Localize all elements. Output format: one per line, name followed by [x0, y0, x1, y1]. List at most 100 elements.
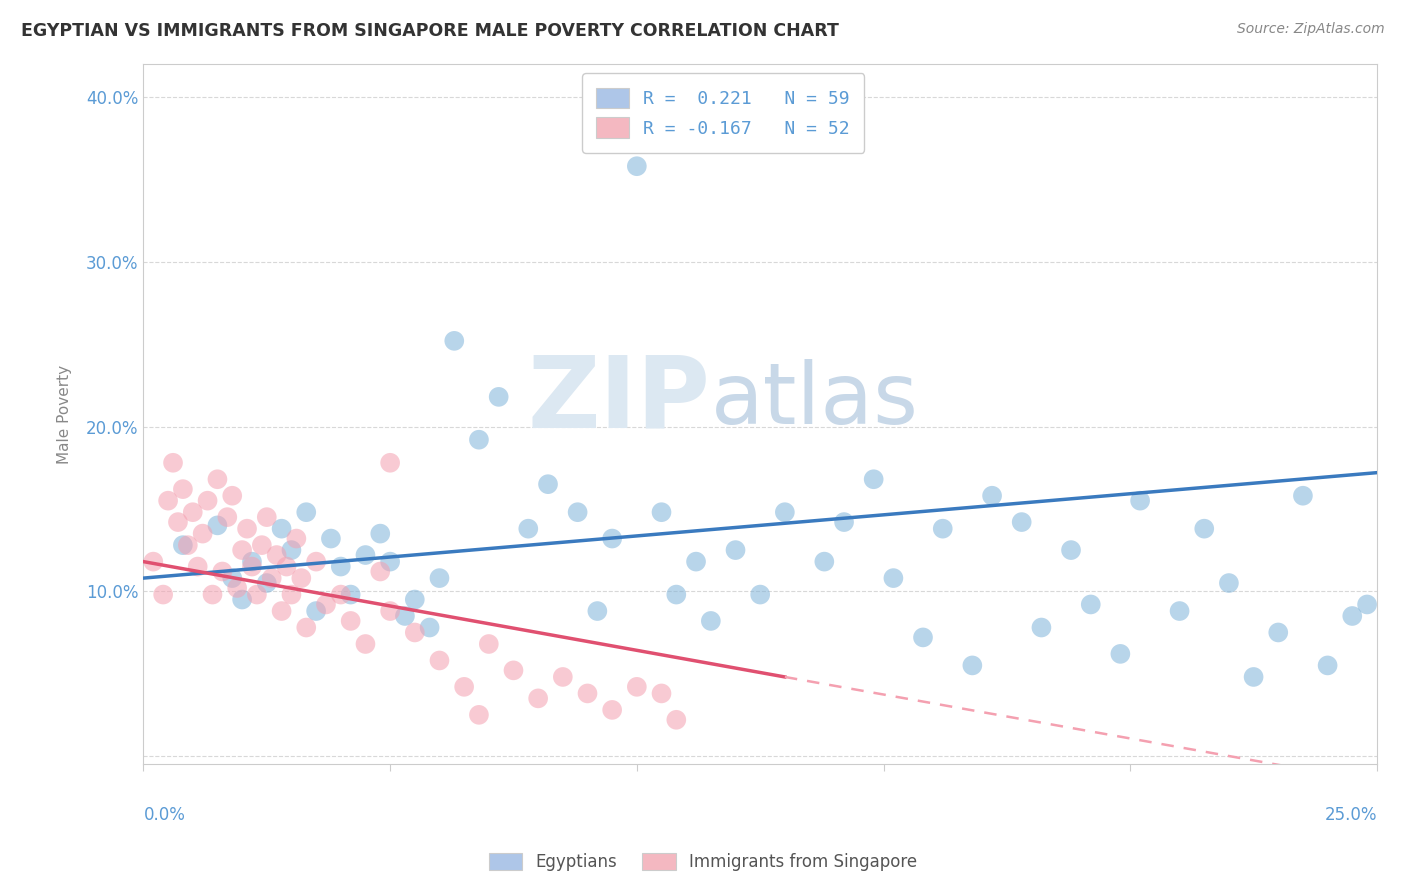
Legend: Egyptians, Immigrants from Singapore: Egyptians, Immigrants from Singapore — [481, 845, 925, 880]
Point — [240, 559, 263, 574]
Point — [354, 637, 377, 651]
Point — [404, 625, 426, 640]
Point — [260, 571, 283, 585]
Text: 25.0%: 25.0% — [1324, 806, 1376, 824]
Point — [305, 555, 328, 569]
Point — [551, 670, 574, 684]
Point — [378, 555, 401, 569]
Point — [157, 493, 180, 508]
Point — [419, 621, 441, 635]
Point — [211, 565, 233, 579]
Point — [749, 588, 772, 602]
Point — [586, 604, 609, 618]
Point — [270, 604, 292, 618]
Point — [167, 515, 190, 529]
Point — [305, 604, 328, 618]
Point — [453, 680, 475, 694]
Point — [276, 559, 298, 574]
Point — [429, 653, 451, 667]
Point — [394, 609, 416, 624]
Text: Source: ZipAtlas.com: Source: ZipAtlas.com — [1237, 22, 1385, 37]
Point — [295, 621, 318, 635]
Point — [217, 510, 239, 524]
Point — [329, 559, 352, 574]
Point — [187, 559, 209, 574]
Point — [404, 592, 426, 607]
Point — [231, 543, 253, 558]
Point — [256, 510, 278, 524]
Point — [1109, 647, 1132, 661]
Point — [932, 522, 955, 536]
Point — [685, 555, 707, 569]
Point — [152, 588, 174, 602]
Point — [240, 555, 263, 569]
Point — [231, 592, 253, 607]
Point — [650, 686, 672, 700]
Point — [468, 433, 491, 447]
Point — [1292, 489, 1315, 503]
Point — [700, 614, 723, 628]
Point — [207, 518, 229, 533]
Point — [162, 456, 184, 470]
Point — [1316, 658, 1339, 673]
Point — [354, 548, 377, 562]
Point — [295, 505, 318, 519]
Point — [468, 707, 491, 722]
Point — [665, 588, 688, 602]
Text: atlas: atlas — [711, 359, 920, 442]
Point — [181, 505, 204, 519]
Point — [315, 598, 337, 612]
Point — [537, 477, 560, 491]
Point — [488, 390, 510, 404]
Point — [378, 456, 401, 470]
Point — [378, 604, 401, 618]
Point — [191, 526, 214, 541]
Point — [1218, 576, 1240, 591]
Point — [236, 522, 259, 536]
Point — [226, 581, 249, 595]
Point — [339, 614, 361, 628]
Point — [1060, 543, 1083, 558]
Point — [882, 571, 904, 585]
Point — [1194, 522, 1216, 536]
Point — [1267, 625, 1289, 640]
Point — [429, 571, 451, 585]
Point — [201, 588, 224, 602]
Point — [650, 505, 672, 519]
Point — [1129, 493, 1152, 508]
Point — [280, 588, 302, 602]
Point — [177, 538, 200, 552]
Text: 0.0%: 0.0% — [143, 806, 186, 824]
Point — [626, 680, 648, 694]
Point — [665, 713, 688, 727]
Point — [1080, 598, 1102, 612]
Point — [962, 658, 984, 673]
Point — [567, 505, 589, 519]
Text: ZIP: ZIP — [529, 351, 711, 449]
Point — [368, 526, 391, 541]
Point — [142, 555, 165, 569]
Y-axis label: Male Poverty: Male Poverty — [58, 365, 72, 464]
Point — [285, 532, 308, 546]
Point — [1011, 515, 1033, 529]
Point — [773, 505, 796, 519]
Point — [600, 703, 623, 717]
Point — [339, 588, 361, 602]
Point — [1031, 621, 1053, 635]
Point — [1341, 609, 1364, 624]
Point — [1243, 670, 1265, 684]
Point — [911, 631, 934, 645]
Point — [862, 472, 884, 486]
Point — [221, 489, 243, 503]
Point — [478, 637, 501, 651]
Point — [250, 538, 273, 552]
Point — [1168, 604, 1191, 618]
Point — [256, 576, 278, 591]
Point — [319, 532, 342, 546]
Point — [280, 543, 302, 558]
Point — [172, 538, 194, 552]
Point — [172, 482, 194, 496]
Point — [600, 532, 623, 546]
Point — [368, 565, 391, 579]
Point — [266, 548, 288, 562]
